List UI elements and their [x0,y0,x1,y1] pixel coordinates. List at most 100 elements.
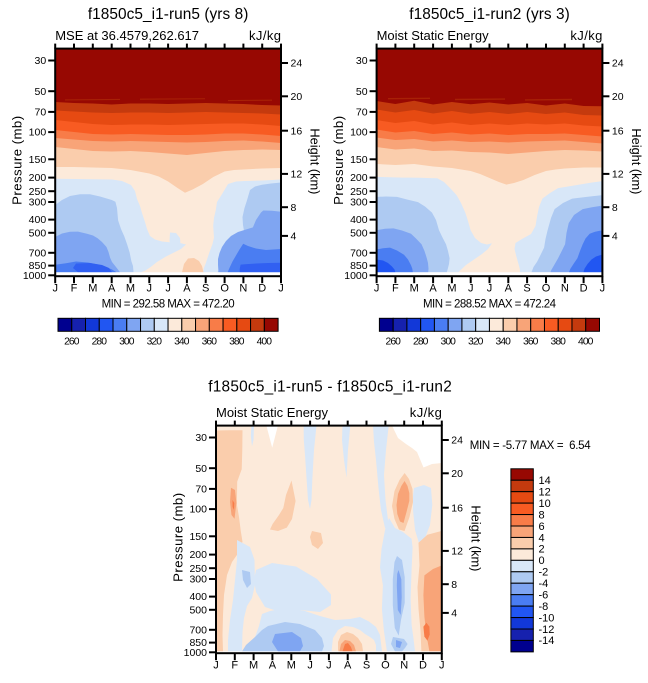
svg-text:360: 360 [523,337,539,348]
svg-text:D: D [580,283,588,295]
svg-text:100: 100 [29,127,47,139]
svg-text:N: N [561,283,569,295]
svg-text:500: 500 [350,227,368,239]
svg-text:M: M [447,283,456,295]
svg-text:400: 400 [189,591,207,603]
svg-text:-2: -2 [539,567,549,579]
svg-text:500: 500 [29,227,47,239]
svg-text:Moist Static Energy: Moist Static Energy [216,405,328,420]
svg-text:200: 200 [350,172,368,184]
svg-text:M: M [410,283,419,295]
svg-text:A: A [269,660,277,672]
svg-text:-10: -10 [539,612,555,624]
svg-text:-12: -12 [539,624,555,636]
svg-text:-14: -14 [539,635,555,647]
svg-text:360: 360 [202,337,218,348]
svg-text:300: 300 [350,197,368,209]
svg-text:MIN = -5.77 MAX = 6.54: MIN = -5.77 MAX = 6.54 [470,440,592,452]
svg-text:M: M [88,283,97,295]
svg-text:400: 400 [350,214,368,226]
svg-text:30: 30 [356,55,368,67]
svg-text:J: J [374,283,380,295]
svg-text:N: N [400,660,408,672]
svg-text:50: 50 [35,86,47,98]
svg-text:f1850c5_i1-run2 (yrs 3): f1850c5_i1-run2 (yrs 3) [409,6,570,23]
svg-text:700: 700 [189,624,207,636]
svg-text:300: 300 [29,197,47,209]
svg-text:kJ/kg: kJ/kg [410,405,442,420]
svg-text:150: 150 [29,154,47,166]
svg-text:4: 4 [539,532,545,544]
svg-text:Pressure (mb): Pressure (mb) [170,493,185,582]
svg-text:30: 30 [195,432,207,444]
svg-text:J: J [439,660,445,672]
svg-text:M: M [287,660,296,672]
svg-text:260: 260 [64,337,80,348]
svg-text:S: S [523,283,530,295]
svg-text:8: 8 [612,202,618,214]
svg-text:O: O [220,283,229,295]
svg-text:30: 30 [35,55,47,67]
svg-text:MIN = 288.52 MAX = 472.24: MIN = 288.52 MAX = 472.24 [423,298,557,310]
svg-text:260: 260 [386,337,402,348]
svg-text:14: 14 [539,475,551,487]
svg-text:Moist Static Energy: Moist Static Energy [377,28,489,43]
svg-text:8: 8 [291,202,297,214]
svg-text:M: M [249,660,258,672]
svg-text:J: J [52,283,58,295]
svg-text:24: 24 [291,58,303,70]
svg-text:J: J [326,660,332,672]
svg-text:4: 4 [291,231,297,243]
svg-text:280: 280 [92,337,108,348]
svg-text:J: J [600,283,606,295]
svg-text:A: A [505,283,513,295]
svg-text:D: D [419,660,427,672]
svg-text:200: 200 [189,549,207,561]
svg-text:0: 0 [539,555,545,567]
svg-text:150: 150 [189,531,207,543]
svg-text:700: 700 [29,247,47,259]
svg-text:6: 6 [539,521,545,533]
svg-text:850: 850 [189,637,207,649]
svg-text:380: 380 [229,337,245,348]
svg-text:500: 500 [189,604,207,616]
svg-text:A: A [183,283,191,295]
svg-text:M: M [126,283,135,295]
svg-text:70: 70 [195,484,207,496]
svg-text:16: 16 [612,125,624,137]
svg-text:D: D [258,283,266,295]
svg-text:340: 340 [496,337,512,348]
svg-text:400: 400 [578,337,594,348]
svg-text:1000: 1000 [344,270,368,282]
svg-text:16: 16 [451,502,463,514]
svg-text:300: 300 [189,574,207,586]
svg-text:100: 100 [350,127,368,139]
svg-text:250: 250 [350,186,368,198]
svg-text:50: 50 [195,463,207,475]
svg-text:320: 320 [468,337,484,348]
svg-text:8: 8 [539,509,545,521]
svg-text:100: 100 [189,504,207,516]
svg-text:F: F [392,283,399,295]
svg-text:Height (km): Height (km) [629,128,644,194]
svg-text:16: 16 [291,125,303,137]
svg-text:150: 150 [350,154,368,166]
svg-text:J: J [487,283,493,295]
svg-text:Pressure (mb): Pressure (mb) [10,116,25,205]
svg-text:200: 200 [29,172,47,184]
svg-text:kJ/kg: kJ/kg [249,28,281,43]
svg-text:12: 12 [539,487,551,499]
svg-text:J: J [307,660,313,672]
svg-text:850: 850 [29,260,47,272]
svg-text:N: N [239,283,247,295]
svg-text:10: 10 [539,498,551,510]
svg-text:8: 8 [451,579,457,591]
svg-text:-6: -6 [539,590,549,602]
svg-text:700: 700 [350,247,368,259]
svg-text:J: J [147,283,153,295]
svg-text:250: 250 [29,186,47,198]
svg-text:340: 340 [174,337,190,348]
svg-text:A: A [344,660,352,672]
svg-text:F: F [71,283,78,295]
svg-text:J: J [213,660,219,672]
